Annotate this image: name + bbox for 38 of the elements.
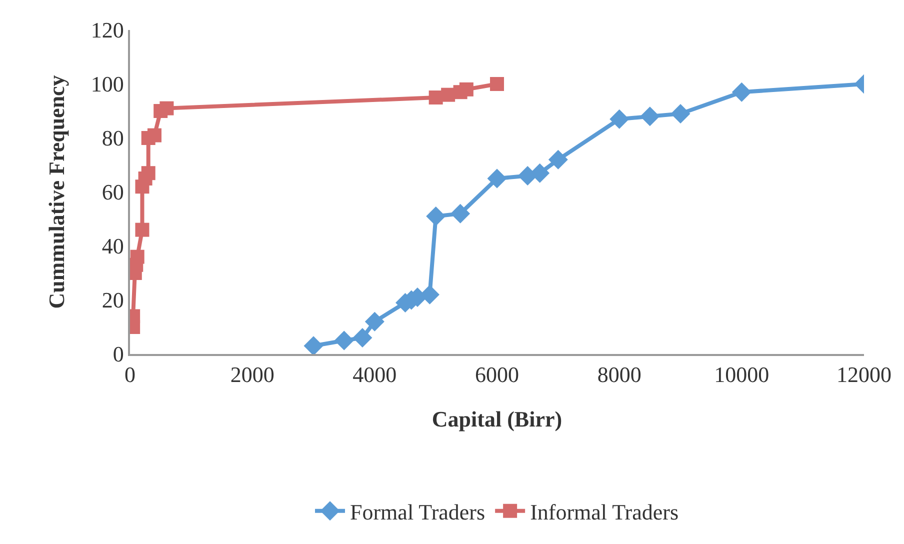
point: [160, 101, 174, 116]
point: [304, 336, 324, 354]
point: [640, 106, 660, 126]
legend-label: Formal Traders: [350, 499, 486, 524]
point: [530, 163, 550, 183]
point: [441, 88, 456, 102]
point: [135, 222, 150, 237]
point: [459, 82, 474, 96]
point: [364, 312, 384, 332]
point: [670, 104, 690, 124]
y-tick-label: 40: [102, 234, 124, 259]
point: [334, 330, 354, 350]
point: [147, 128, 162, 142]
point: [548, 150, 568, 170]
y-tick-label: 100: [90, 72, 124, 97]
y-axis-title: Cummulative Frequency: [44, 75, 70, 309]
x-tick-label: 12000: [836, 362, 892, 388]
y-tick-label: 20: [102, 288, 124, 313]
x-tick-label: 4000: [352, 362, 397, 388]
point: [610, 109, 630, 129]
point: [490, 77, 504, 91]
x-tick-label: 10000: [714, 362, 770, 388]
x-tick-label: 2000: [230, 362, 274, 388]
point: [352, 328, 372, 348]
point: [732, 82, 752, 102]
y-tick-label: 80: [102, 126, 124, 151]
point: [426, 206, 446, 226]
legend-label: Informal Traders: [530, 499, 679, 524]
x-tick-label: 6000: [475, 362, 519, 388]
y-tick-label: 120: [90, 18, 124, 43]
x-tick-label: 8000: [597, 362, 642, 388]
point: [130, 250, 144, 264]
y-tick-label: 60: [102, 180, 124, 205]
point: [450, 204, 470, 224]
y-tick-label: 0: [112, 342, 124, 367]
point: [141, 166, 156, 180]
x-axis-title: Capital (Birr): [432, 406, 562, 432]
point: [487, 168, 507, 188]
